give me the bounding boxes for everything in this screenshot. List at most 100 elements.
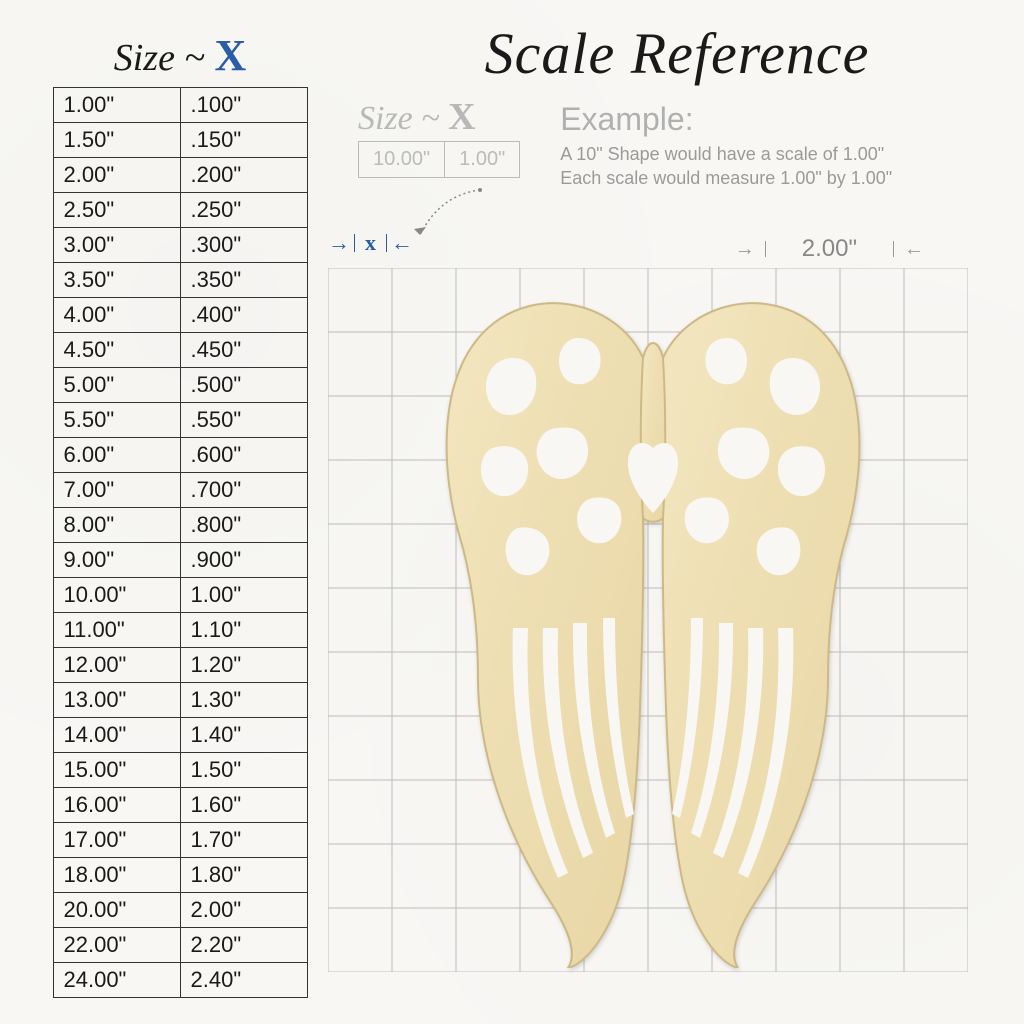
table-cell: .550" <box>180 403 307 438</box>
table-cell: 2.00" <box>180 893 307 928</box>
table-cell: .800" <box>180 508 307 543</box>
table-heading-x: X <box>215 31 247 80</box>
table-cell: .150" <box>180 123 307 158</box>
table-row: 24.00"2.40" <box>53 963 307 998</box>
table-cell: .900" <box>180 543 307 578</box>
table-cell: 1.10" <box>180 613 307 648</box>
table-cell: 5.00" <box>53 368 180 403</box>
table-row: 16.00"1.60" <box>53 788 307 823</box>
table-row: 4.50".450" <box>53 333 307 368</box>
table-cell: 17.00" <box>53 823 180 858</box>
table-cell: 11.00" <box>53 613 180 648</box>
table-row: 2.00".200" <box>53 158 307 193</box>
table-row: 3.00".300" <box>53 228 307 263</box>
example-title: Example: <box>560 101 892 138</box>
table-cell: 14.00" <box>53 718 180 753</box>
table-row: 11.00"1.10" <box>53 613 307 648</box>
mini-table: 10.00" 1.00" <box>358 141 520 178</box>
arrow-left-icon: ← <box>391 230 413 256</box>
table-row: 17.00"1.70" <box>53 823 307 858</box>
example-block: Example: A 10" Shape would have a scale … <box>560 95 892 191</box>
table-cell: .200" <box>180 158 307 193</box>
table-cell: 1.70" <box>180 823 307 858</box>
table-row: 15.00"1.50" <box>53 753 307 788</box>
table-heading-prefix: Size ~ <box>114 37 215 79</box>
table-row: 14.00"1.40" <box>53 718 307 753</box>
table-cell: 4.00" <box>53 298 180 333</box>
example-line-2: Each scale would measure 1.00" by 1.00" <box>560 166 892 190</box>
table-cell: .250" <box>180 193 307 228</box>
table-row: 2.50".250" <box>53 193 307 228</box>
table-row: 4.00".400" <box>53 298 307 333</box>
table-cell: .450" <box>180 333 307 368</box>
table-cell: 1.30" <box>180 683 307 718</box>
mini-cell-scale: 1.00" <box>445 142 520 178</box>
table-row: 10.00"1.00" <box>53 578 307 613</box>
table-cell: 5.50" <box>53 403 180 438</box>
table-row: 7.00".700" <box>53 473 307 508</box>
table-heading: Size ~ X <box>40 30 320 81</box>
table-row: 1.50".150" <box>53 123 307 158</box>
table-cell: 1.40" <box>180 718 307 753</box>
table-row: 5.00".500" <box>53 368 307 403</box>
reference-panel: Scale Reference Size ~ X 10.00" 1.00" Ex… <box>320 20 1004 1004</box>
table-cell: 1.80" <box>180 858 307 893</box>
table-row: 9.00".900" <box>53 543 307 578</box>
arrow-left-icon: ← <box>904 238 924 261</box>
page-title: Scale Reference <box>350 20 1004 87</box>
table-cell: 1.20" <box>180 648 307 683</box>
table-cell: 24.00" <box>53 963 180 998</box>
table-row: 22.00"2.20" <box>53 928 307 963</box>
table-cell: 6.00" <box>53 438 180 473</box>
angel-wings-shape <box>418 288 888 968</box>
table-cell: 3.50" <box>53 263 180 298</box>
table-cell: 2.20" <box>180 928 307 963</box>
mini-size-block: Size ~ X 10.00" 1.00" <box>358 95 520 178</box>
table-cell: 2.50" <box>53 193 180 228</box>
table-cell: .350" <box>180 263 307 298</box>
table-cell: 3.00" <box>53 228 180 263</box>
table-cell: 2.40" <box>180 963 307 998</box>
scale-marker: → 2.00" ← <box>735 235 924 263</box>
table-cell: .400" <box>180 298 307 333</box>
table-cell: .600" <box>180 438 307 473</box>
x-label: x <box>359 230 382 256</box>
dotted-arrow-icon <box>400 185 490 245</box>
mini-heading-x: X <box>448 96 475 138</box>
mini-heading: Size ~ X <box>358 95 520 139</box>
table-row: 8.00".800" <box>53 508 307 543</box>
table-cell: 8.00" <box>53 508 180 543</box>
table-cell: .500" <box>180 368 307 403</box>
table-cell: 16.00" <box>53 788 180 823</box>
table-cell: 1.00" <box>53 88 180 123</box>
table-cell: 22.00" <box>53 928 180 963</box>
scale-marker-label: 2.00" <box>776 235 883 263</box>
table-cell: .700" <box>180 473 307 508</box>
mini-cell-size: 10.00" <box>359 142 445 178</box>
table-cell: 1.50" <box>180 753 307 788</box>
table-row: 1.00".100" <box>53 88 307 123</box>
table-cell: 12.00" <box>53 648 180 683</box>
table-cell: 1.00" <box>180 578 307 613</box>
x-scale-indicator: → x ← <box>328 230 413 256</box>
grid-area <box>328 268 976 988</box>
example-line-1: A 10" Shape would have a scale of 1.00" <box>560 142 892 166</box>
size-table-panel: Size ~ X 1.00".100"1.50".150"2.00".200"2… <box>40 20 320 1004</box>
table-row: 5.50".550" <box>53 403 307 438</box>
table-row: 18.00"1.80" <box>53 858 307 893</box>
table-cell: 9.00" <box>53 543 180 578</box>
arrow-right-icon: → <box>328 230 350 256</box>
size-table: 1.00".100"1.50".150"2.00".200"2.50".250"… <box>53 87 308 998</box>
table-row: 3.50".350" <box>53 263 307 298</box>
table-cell: 1.60" <box>180 788 307 823</box>
table-row: 12.00"1.20" <box>53 648 307 683</box>
mini-heading-prefix: Size ~ <box>358 100 448 137</box>
table-cell: 7.00" <box>53 473 180 508</box>
arrow-right-icon: → <box>735 238 755 261</box>
table-row: 20.00"2.00" <box>53 893 307 928</box>
table-row: 6.00".600" <box>53 438 307 473</box>
table-cell: 1.50" <box>53 123 180 158</box>
table-cell: 20.00" <box>53 893 180 928</box>
table-cell: 15.00" <box>53 753 180 788</box>
table-cell: 13.00" <box>53 683 180 718</box>
